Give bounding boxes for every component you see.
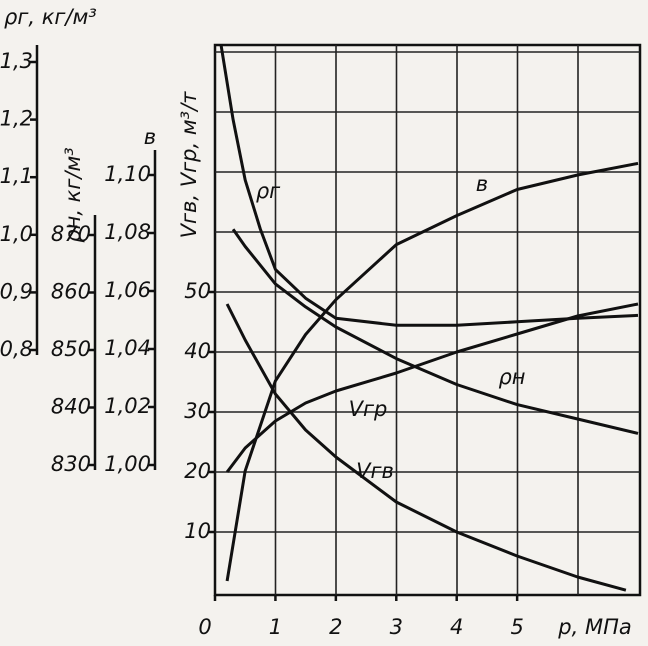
y-tick-label: 30 [184, 399, 211, 423]
plot-frame [213, 43, 642, 597]
curve-label: Vгр [349, 397, 388, 421]
y-tick-label: 40 [184, 339, 211, 363]
x-axis-label: p, МПа [557, 615, 631, 639]
y-tick-label: 1,10 [104, 162, 151, 186]
curve [225, 303, 627, 592]
x-tick-label: 2 [329, 615, 342, 639]
y-tick-label: 1,04 [104, 336, 151, 360]
y-tick-label: 50 [184, 279, 211, 303]
y-tick-label: 0,9 [0, 279, 33, 303]
y-tick-label: 840 [51, 395, 91, 419]
y-tick-label: 1,3 [0, 49, 33, 73]
x-tick-label: 1 [269, 615, 282, 639]
curve [225, 161, 639, 582]
y-tick-label: 1,08 [104, 220, 151, 244]
y-tick-label: 1,02 [104, 394, 151, 418]
y-tick-label: 10 [184, 519, 211, 543]
curve-label: Vгв [356, 459, 394, 483]
x-tick-label: 5 [510, 615, 523, 639]
curve-label: в [476, 172, 488, 196]
y-tick-label: 860 [51, 280, 91, 304]
curve-label: ρг [256, 179, 281, 203]
y-tick-label: 1,2 [0, 107, 33, 131]
curve [231, 228, 639, 435]
x-tick-label: 3 [390, 615, 403, 639]
y-axis-label: ρг, кг/м³ [4, 5, 97, 29]
y-tick-label: 870 [51, 222, 91, 246]
y-tick-label: 830 [51, 452, 91, 476]
curve-label: ρн [498, 365, 525, 389]
y-axis-label: в [144, 125, 156, 149]
y-tick-label: 0,8 [0, 337, 33, 361]
x-tick-label: 4 [450, 615, 463, 639]
y-tick-label: 1,0 [0, 222, 33, 246]
curve [225, 302, 639, 473]
y-tick-label: 850 [51, 337, 91, 361]
y-tick-label: 1,06 [104, 278, 151, 302]
curve [219, 44, 639, 327]
y-axis-label: ρн, кг/м³ [61, 147, 85, 242]
x-tick-label: 0 [198, 615, 211, 639]
y-axis-label: Vгв, Vгр, м³/т [177, 91, 201, 239]
y-tick-label: 20 [184, 459, 211, 483]
y-tick-label: 1,1 [0, 164, 33, 188]
y-tick-label: 1,00 [104, 452, 151, 476]
